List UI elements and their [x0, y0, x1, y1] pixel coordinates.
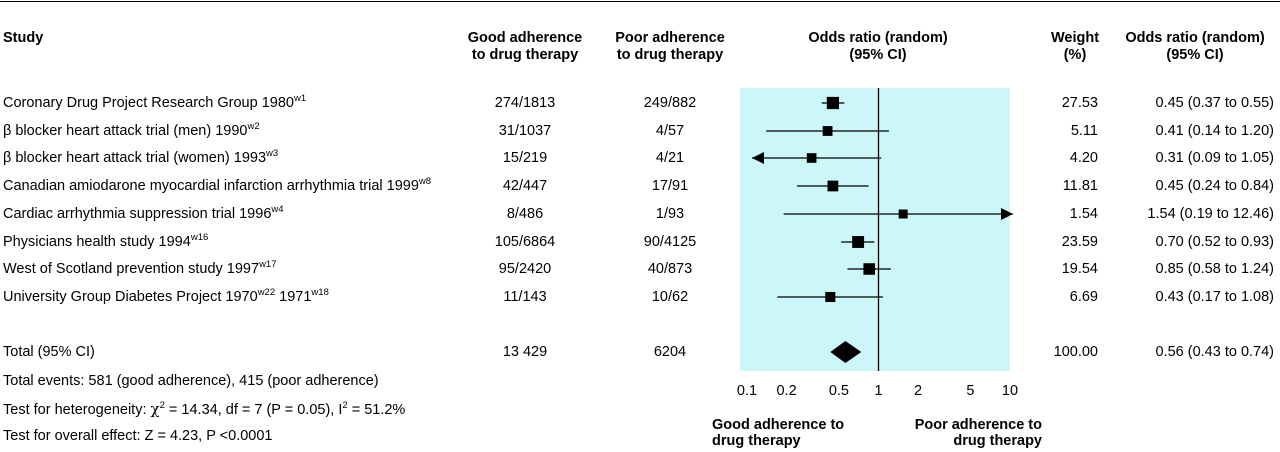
total-label: Total (95% CI)	[3, 344, 95, 360]
point-estimate-box	[827, 180, 839, 192]
poor-adherence-value: 249/882	[643, 95, 697, 111]
header-poor-adherence: Poor adherence to drug therapy	[590, 30, 750, 64]
poor-adherence-value: 10/62	[651, 289, 689, 305]
total-events: Total events: 581 (good adherence), 415 …	[3, 373, 379, 389]
point-estimate-box	[806, 153, 817, 163]
poor-adherence-value: 1/93	[655, 206, 685, 222]
weight-value: 6.69	[1069, 289, 1098, 305]
header-good-line-2: to drug therapy	[471, 47, 579, 63]
header-poor-line-1: Poor adherence	[615, 30, 725, 46]
point-estimate-box	[863, 263, 875, 275]
weight-value: 27.53	[1061, 95, 1098, 111]
point-estimate-box	[852, 236, 865, 248]
header-study: Study	[3, 30, 43, 47]
point-estimate-box	[826, 96, 839, 110]
ci-arrow-left	[752, 152, 764, 164]
study-name: University Group Diabetes Project 1970w2…	[3, 287, 329, 305]
good-adherence-value: 95/2420	[498, 261, 552, 277]
odds-ratio-ci-text: 0.45 (0.37 to 0.55)	[1155, 95, 1275, 111]
tick-label: 10	[1002, 383, 1018, 399]
odds-ratio-ci-text: 0.45 (0.24 to 0.84)	[1155, 178, 1275, 194]
poor-adherence-value: 4/57	[655, 123, 685, 139]
header-poor-line-2: to drug therapy	[616, 47, 724, 63]
header-or-plot-line-2: (95% CI)	[849, 47, 907, 63]
header-or-text-line-1: Odds ratio (random)	[1125, 30, 1265, 46]
header-weight: Weight (%)	[1035, 30, 1115, 64]
odds-ratio-ci-text: 0.41 (0.14 to 1.20)	[1155, 123, 1275, 139]
good-adherence-value: 31/1037	[498, 123, 552, 139]
total-good-adherence: 13 429	[502, 344, 548, 360]
odds-ratio-ci-text: 0.31 (0.09 to 1.05)	[1155, 150, 1275, 166]
total-weight: 100.00	[1053, 344, 1098, 360]
good-adherence-value: 42/447	[502, 178, 548, 194]
header-weight-line-2: (%)	[1063, 47, 1087, 63]
weight-value: 5.11	[1070, 123, 1098, 139]
weight-value: 4.20	[1069, 150, 1098, 166]
poor-adherence-value: 4/21	[655, 150, 685, 166]
plot-background	[740, 88, 1010, 371]
study-name: Physicians health study 1994w16	[3, 232, 209, 250]
tick-label: 0.5	[829, 383, 849, 399]
heterogeneity-test: Test for heterogeneity: χ2 = 14.34, df =…	[3, 400, 406, 418]
tick-label: 0.1	[737, 383, 757, 399]
header-good-line-1: Good adherence	[467, 30, 583, 46]
favours-good-adherence-label: Good adherence to drug therapy	[712, 417, 845, 449]
weight-value: 1.54	[1069, 206, 1098, 222]
study-name: West of Scotland prevention study 1997w1…	[3, 259, 277, 277]
good-adherence-value: 11/143	[503, 289, 547, 305]
odds-ratio-ci-text: 0.70 (0.52 to 0.93)	[1155, 234, 1275, 250]
good-adherence-value: 8/486	[506, 206, 544, 222]
poor-adherence-value: 90/4125	[643, 234, 697, 250]
poor-adherence-value: 17/91	[651, 178, 689, 194]
favours-poor-adherence-label: Poor adherence to drug therapy	[914, 417, 1042, 449]
header-study-text: Study	[3, 30, 44, 46]
good-adherence-value: 274/1813	[494, 95, 556, 111]
overall-effect-test: Test for overall effect: Z = 4.23, P <0.…	[3, 428, 273, 444]
header-good-adherence: Good adherence to drug therapy	[445, 30, 605, 64]
header-or-text-line-2: (95% CI)	[1166, 47, 1224, 63]
tick-label: 2	[914, 383, 922, 399]
ci-arrow-right	[1001, 208, 1013, 220]
study-name: β blocker heart attack trial (men) 1990w…	[3, 121, 260, 139]
point-estimate-box	[825, 291, 836, 303]
good-adherence-value: 15/219	[502, 150, 548, 166]
tick-label: 0.2	[776, 383, 796, 399]
point-estimate-box	[822, 126, 833, 136]
header-weight-line-1: Weight	[1050, 30, 1100, 46]
good-adherence-value: 105/6864	[494, 234, 556, 250]
poor-adherence-value: 40/873	[647, 261, 693, 277]
point-estimate-box	[898, 209, 908, 219]
top-rule	[0, 1, 1280, 2]
odds-ratio-ci-text: 1.54 (0.19 to 12.46)	[1147, 206, 1274, 222]
tick-label: 5	[966, 383, 974, 399]
study-name: Cardiac arrhythmia suppression trial 199…	[3, 204, 284, 222]
header-or-plot-line-1: Odds ratio (random)	[808, 30, 948, 46]
header-odds-ratio-plot: Odds ratio (random) (95% CI)	[778, 30, 978, 64]
odds-ratio-ci-text: 0.43 (0.17 to 1.08)	[1155, 289, 1275, 305]
total-poor-adherence: 6204	[653, 344, 687, 360]
pooled-diamond	[830, 341, 862, 363]
weight-value: 11.81	[1062, 178, 1098, 194]
odds-ratio-ci-text: 0.85 (0.58 to 1.24)	[1155, 261, 1275, 277]
study-name: Coronary Drug Project Research Group 198…	[3, 93, 307, 111]
study-name: Canadian amiodarone myocardial infarctio…	[3, 176, 432, 194]
study-name: β blocker heart attack trial (women) 199…	[3, 148, 279, 166]
weight-value: 19.54	[1061, 261, 1098, 277]
tick-label: 1	[874, 383, 882, 399]
total-odds-ratio-ci-text: 0.56 (0.43 to 0.74)	[1155, 344, 1275, 360]
weight-value: 23.59	[1061, 234, 1098, 250]
header-odds-ratio-text: Odds ratio (random) (95% CI)	[1110, 30, 1280, 64]
